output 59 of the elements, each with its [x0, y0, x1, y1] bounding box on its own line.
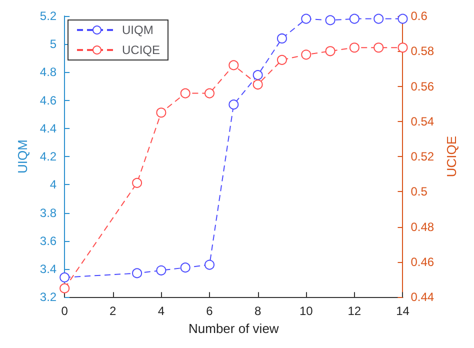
y2-tick-label: 0.52	[410, 150, 434, 164]
point	[204, 260, 215, 270]
y-tick-label: 3.8	[40, 206, 57, 220]
y-tick-label: 4.8	[40, 65, 57, 80]
y-tick-label: 4.4	[40, 121, 57, 136]
x-tick-label: 2	[110, 304, 117, 318]
point	[276, 54, 287, 65]
point	[60, 283, 70, 294]
y-tick-label: 3.2	[40, 290, 57, 304]
y-tick-label: 4.6	[40, 93, 57, 108]
legend-label: UCIQE	[122, 43, 160, 57]
point	[252, 70, 263, 80]
point	[301, 50, 312, 60]
point	[349, 14, 360, 24]
point	[252, 80, 263, 90]
y-tick-label: 4	[50, 178, 57, 192]
x-tick-label: 10	[299, 304, 314, 318]
y-tick-label: 5.2	[40, 9, 57, 23]
x-tick-label: 4	[158, 304, 165, 318]
point	[228, 60, 239, 70]
point	[156, 108, 166, 118]
x-tick-label: 14	[396, 304, 410, 318]
y-tick-label: 3.4	[40, 262, 57, 276]
point	[398, 42, 408, 53]
point	[349, 42, 360, 53]
point	[374, 42, 384, 53]
y2-axis-title: UCIQE	[444, 136, 459, 178]
x-tick-label: 8	[254, 304, 262, 318]
y2-tick-label: 0.44	[410, 290, 434, 304]
y2-tick-label: 0.6	[410, 9, 428, 23]
y2-tick-label: 0.46	[410, 254, 434, 269]
x-tick-label: 6	[206, 304, 214, 318]
y-tick-label: 5	[50, 37, 57, 52]
y2-tick-label: 0.5	[410, 184, 428, 199]
point	[398, 14, 408, 24]
point	[325, 46, 336, 56]
point	[374, 14, 384, 24]
legend-label: UIQM	[122, 23, 154, 37]
point	[156, 265, 166, 276]
y-tick-label: 3.6	[40, 234, 57, 248]
point	[228, 100, 239, 110]
y2-tick-label: 0.58	[410, 44, 434, 58]
point	[180, 262, 190, 273]
x-tick-label: 0	[61, 304, 68, 318]
point	[132, 178, 142, 188]
point	[325, 15, 336, 26]
point	[132, 268, 142, 278]
y2-tick-label: 0.48	[410, 220, 434, 234]
point	[276, 33, 287, 44]
point	[60, 272, 70, 282]
point	[301, 14, 312, 24]
point	[204, 88, 215, 98]
x-tick-label: 12	[348, 304, 362, 318]
y-tick-label: 4.2	[40, 150, 57, 164]
y2-tick-label: 0.54	[410, 114, 434, 128]
y2-tick-label: 0.56	[410, 79, 434, 94]
x-axis-title: Number of view	[188, 321, 280, 336]
y-axis-title: UIQM	[15, 140, 30, 174]
point	[180, 88, 190, 98]
